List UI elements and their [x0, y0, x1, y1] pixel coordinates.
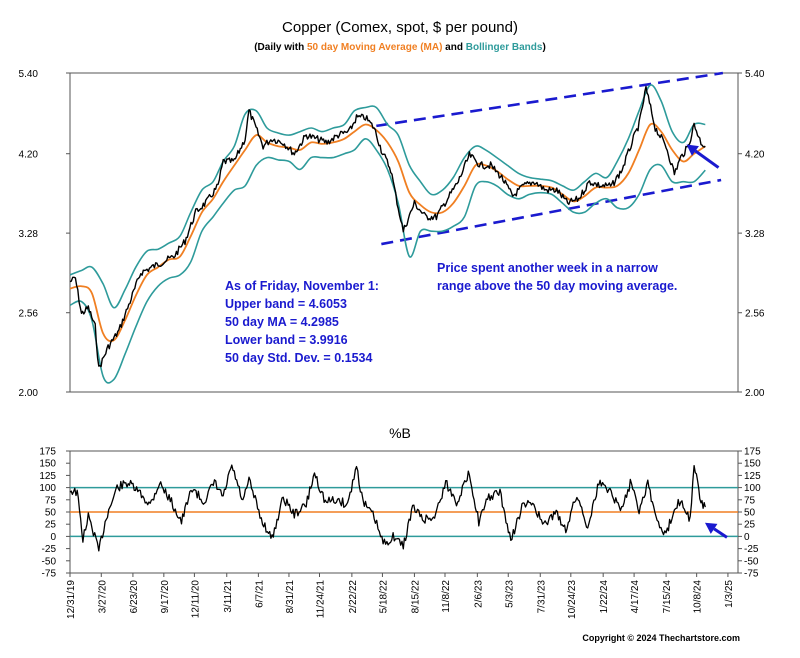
- pb-tick-label-right: 50: [744, 508, 756, 519]
- y-tick-label-right: 3.28: [745, 229, 765, 240]
- pb-tick-label-right: 100: [744, 483, 761, 494]
- x-tick-label: 12/31/19: [66, 580, 77, 619]
- pb-tick-label-right: 75: [744, 495, 756, 506]
- pb-tick-label-left: -75: [42, 569, 57, 580]
- pb-tick-label-left: 50: [45, 508, 57, 519]
- y-tick-label-left: 2.00: [19, 388, 39, 399]
- annotation-line-1: Upper band = 4.6053: [225, 297, 347, 311]
- subtitle-part-1: 50 day Moving Average (MA): [307, 42, 442, 53]
- y-tick-label-left: 5.40: [19, 69, 39, 80]
- trend-channel-upper: [376, 71, 724, 128]
- percent-b-line: [69, 464, 706, 552]
- comment-line-0: Price spent another week in a narrow: [437, 261, 658, 275]
- x-tick-label: 5/18/22: [378, 580, 389, 614]
- pb-tick-label-left: 150: [39, 459, 56, 470]
- copyright-text: Copyright © 2024 Thechartstore.com: [582, 633, 740, 643]
- pb-tick-label-right: 0: [744, 532, 750, 543]
- x-tick-label: 8/15/22: [410, 580, 421, 614]
- pb-tick-label-left: 100: [39, 483, 56, 494]
- chart-subtitle: (Daily with 50 day Moving Average (MA) a…: [254, 42, 546, 53]
- x-tick-label: 6/7/21: [254, 580, 265, 608]
- annotation-line-0: As of Friday, November 1:: [225, 279, 379, 293]
- x-tick-label: 6/23/20: [129, 580, 140, 614]
- pb-tick-label-right: -25: [744, 544, 759, 555]
- x-tick-label: 1/22/24: [599, 580, 610, 614]
- pb-tick-label-left: 0: [50, 532, 56, 543]
- main-plot: 2.00 2.00 2.56 2.56 3.28 3.28 4.20 4.20 5.40 5.40…: [19, 69, 765, 399]
- x-tick-label: 9/17/20: [160, 580, 171, 614]
- subtitle-part-3: Bollinger Bands: [466, 42, 543, 53]
- pb-tick-label-left: 125: [39, 471, 56, 482]
- x-tick-label: 5/3/23: [504, 580, 515, 608]
- y-tick-label-right: 5.40: [745, 69, 765, 80]
- subtitle-part-4: ): [542, 42, 545, 53]
- x-tick-label: 12/11/20: [190, 580, 201, 619]
- price-arrow-shaft: [694, 149, 720, 169]
- pb-tick-label-right: 125: [744, 471, 761, 482]
- subtitle-part-0: (Daily with: [254, 42, 307, 53]
- x-axis: 12/31/19 3/27/20 6/23/20 9/17/20 12/11/20 3/1…: [66, 573, 735, 619]
- pb-tick-label-right: -50: [744, 556, 759, 567]
- pb-tick-label-right: 175: [744, 447, 761, 458]
- lower-band-line: [69, 138, 706, 384]
- comment-line-1: range above the 50 day moving average.: [437, 279, 677, 293]
- percent-b-arrow-shaft: [713, 527, 728, 539]
- x-tick-label: 11/8/22: [441, 580, 452, 613]
- annotation-line-2: 50 day MA = 4.2985: [225, 315, 339, 329]
- x-tick-label: 3/11/21: [223, 580, 234, 613]
- chart-title: Copper (Comex, spot, $ per pound): [282, 19, 518, 36]
- pb-tick-label-left: -25: [42, 544, 57, 555]
- subtitle-part-2: and: [442, 42, 465, 53]
- y-tick-label-right: 2.00: [745, 388, 765, 399]
- pb-tick-label-right: 150: [744, 459, 761, 470]
- price-series: [69, 85, 706, 368]
- annotation-line-3: Lower band = 3.9916: [225, 333, 348, 347]
- x-tick-label: 10/24/23: [567, 580, 578, 619]
- price-arrow-head: [686, 144, 699, 156]
- pb-tick-label-right: -75: [744, 569, 759, 580]
- annotation-line-4: 50 day Std. Dev. = 0.1534: [225, 351, 372, 365]
- y-tick-label-right: 2.56: [745, 309, 765, 320]
- x-tick-label: 4/17/24: [630, 580, 641, 614]
- pb-tick-label-left: 75: [45, 495, 57, 506]
- x-tick-label: 7/15/24: [662, 580, 673, 614]
- x-tick-label: 8/31/21: [285, 580, 296, 614]
- pb-tick-label-left: -50: [42, 556, 57, 567]
- x-tick-label: 7/31/23: [536, 580, 547, 614]
- x-tick-label: 10/8/24: [693, 580, 704, 614]
- y-tick-label-right: 4.20: [745, 150, 765, 161]
- percent-b-arrow-head: [704, 522, 718, 534]
- pb-tick-label-left: 25: [45, 520, 57, 531]
- trend-channel-lower: [381, 178, 722, 246]
- x-tick-label: 3/27/20: [97, 580, 108, 614]
- x-tick-label: 2/6/23: [473, 580, 484, 608]
- percent-b-title: %B: [389, 425, 411, 441]
- x-tick-label: 2/22/22: [348, 580, 359, 614]
- upper-band-line: [69, 84, 706, 309]
- y-tick-label-left: 3.28: [19, 229, 39, 240]
- y-tick-label-left: 4.20: [19, 150, 39, 161]
- x-tick-label: 11/24/21: [316, 580, 327, 619]
- pb-tick-label-left: 175: [39, 447, 56, 458]
- x-tick-label: 1/3/25: [724, 580, 735, 608]
- y-tick-label-left: 2.56: [19, 309, 39, 320]
- pb-tick-label-right: 25: [744, 520, 756, 531]
